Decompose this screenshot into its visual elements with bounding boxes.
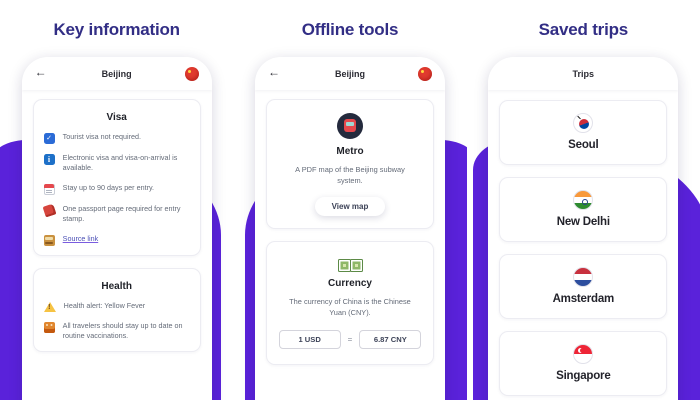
back-arrow-icon[interactable]: ← bbox=[34, 65, 47, 79]
health-card: Health Health alert: Yellow Fever All tr… bbox=[32, 267, 201, 352]
phone-header: ← Beijing bbox=[21, 57, 212, 90]
trip-name: Singapore bbox=[556, 370, 611, 382]
south-korea-flag-icon bbox=[573, 113, 594, 133]
calendar-icon bbox=[43, 183, 55, 195]
list-item: All travelers should stay up to date on … bbox=[43, 320, 190, 342]
source-link[interactable]: Source link bbox=[62, 233, 99, 243]
equals-sign: = bbox=[347, 334, 353, 344]
china-flag-icon bbox=[184, 66, 199, 81]
tool-description: A PDF map of the Beijing subway system. bbox=[295, 165, 405, 186]
phone-body: Visa Tourist visa not required. Electron… bbox=[22, 90, 212, 352]
item-text: All travelers should stay up to date on … bbox=[62, 320, 183, 341]
panel-title: Saved trips bbox=[538, 20, 629, 39]
panel-title: Offline tools bbox=[301, 20, 399, 39]
item-text: Tourist visa not required. bbox=[62, 132, 141, 141]
city-title: Beijing bbox=[334, 68, 365, 79]
card-title: Health bbox=[101, 280, 132, 292]
cny-amount-field[interactable]: 6.87 CNY bbox=[359, 329, 422, 349]
list-item: Stay up to 90 days per entry. bbox=[43, 182, 190, 195]
tool-title: Currency bbox=[328, 277, 372, 289]
city-title: Beijing bbox=[101, 68, 132, 79]
bookmark-icon bbox=[42, 203, 57, 218]
phone-mockup: ← Beijing Visa Tourist visa not required… bbox=[21, 57, 212, 400]
india-flag-icon bbox=[573, 190, 594, 210]
list-item: Health alert: Yellow Fever bbox=[43, 300, 190, 312]
phone-header: Trips bbox=[488, 57, 679, 90]
currency-card: Currency The currency of China is the Ch… bbox=[265, 240, 434, 365]
trip-card-amsterdam[interactable]: Amsterdam bbox=[499, 254, 668, 319]
list-item: One passport page required for entry sta… bbox=[42, 203, 190, 225]
tool-title: Metro bbox=[336, 146, 364, 157]
phone-mockup: ← Beijing Metro A PDF map of the Beijing… bbox=[254, 57, 445, 400]
metro-card: Metro A PDF map of the Beijing subway sy… bbox=[265, 99, 434, 229]
visa-icon bbox=[43, 133, 55, 144]
list-item: Source link bbox=[43, 233, 190, 246]
back-arrow-icon[interactable]: ← bbox=[267, 65, 280, 79]
trips-title: Trips bbox=[572, 68, 595, 79]
usd-amount-field[interactable]: 1 USD bbox=[278, 329, 341, 349]
trip-card-new-delhi[interactable]: New Delhi bbox=[499, 177, 668, 242]
trip-card-seoul[interactable]: Seoul bbox=[499, 100, 668, 165]
trip-name: Amsterdam bbox=[552, 293, 615, 305]
trip-name: Seoul bbox=[568, 139, 599, 151]
tool-description: The currency of China is the Chinese Yua… bbox=[289, 296, 411, 318]
panel-key-information: Key information ← Beijing Visa Tourist v… bbox=[0, 0, 234, 400]
item-text: Health alert: Yellow Fever bbox=[63, 300, 146, 310]
visa-card: Visa Tourist visa not required. Electron… bbox=[32, 99, 201, 256]
trip-card-singapore[interactable]: Singapore bbox=[499, 331, 668, 396]
item-text: Electronic visa and visa-on-arrival is a… bbox=[62, 153, 178, 173]
panel-title: Key information bbox=[53, 20, 180, 39]
panel-saved-trips: Saved trips Trips Seoul New Delhi Amster… bbox=[466, 0, 700, 400]
metro-icon bbox=[336, 113, 363, 139]
warning-icon bbox=[43, 301, 56, 312]
travelers-icon bbox=[43, 321, 55, 333]
card-title: Visa bbox=[106, 112, 127, 123]
singapore-flag-icon bbox=[573, 344, 594, 364]
panel-offline-tools: Offline tools ← Beijing Metro A PDF map … bbox=[233, 0, 467, 400]
china-flag-icon bbox=[417, 66, 432, 81]
item-text: Stay up to 90 days per entry. bbox=[62, 182, 155, 192]
ledger-icon bbox=[43, 234, 55, 246]
phone-body: Seoul New Delhi Amsterdam Singapore bbox=[488, 90, 678, 396]
currency-converter-row: 1 USD = 6.87 CNY bbox=[277, 329, 423, 349]
info-icon bbox=[43, 154, 55, 165]
currency-icon bbox=[337, 258, 363, 272]
phone-body: Metro A PDF map of the Beijing subway sy… bbox=[255, 90, 445, 365]
netherlands-flag-icon bbox=[573, 267, 594, 287]
view-map-button[interactable]: View map bbox=[314, 196, 386, 216]
item-text: One passport page required for entry sta… bbox=[62, 203, 181, 224]
phone-header: ← Beijing bbox=[254, 57, 445, 90]
list-item: Tourist visa not required. bbox=[43, 132, 190, 144]
phone-mockup: Trips Seoul New Delhi Amsterdam Singapo bbox=[488, 57, 679, 400]
list-item: Electronic visa and visa-on-arrival is a… bbox=[43, 153, 190, 174]
trip-name: New Delhi bbox=[556, 216, 610, 228]
